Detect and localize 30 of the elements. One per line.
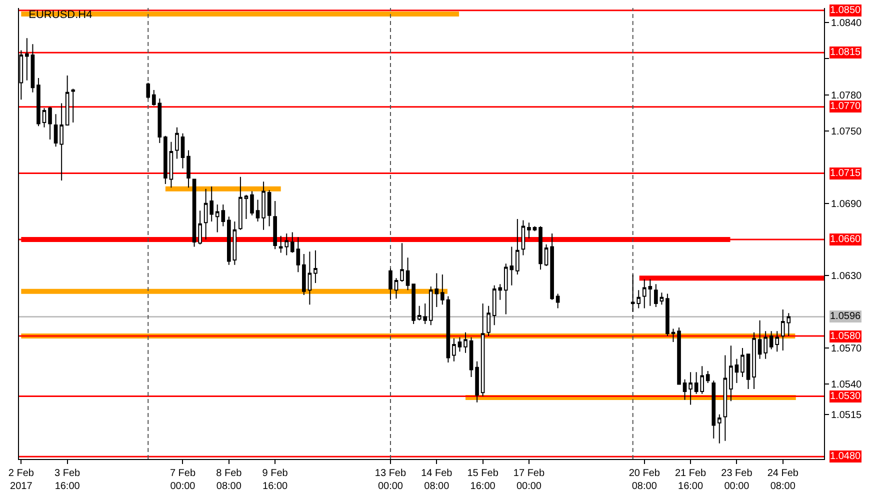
x-tick-label: 20 Feb 08:00	[628, 468, 660, 492]
x-tick-label: 3 Feb 16:00	[54, 468, 81, 492]
x-tick-label: 14 Feb 08:00	[421, 468, 453, 492]
x-tick-label: 8 Feb 08:00	[216, 468, 242, 492]
y-tick-label: 1.0780	[831, 90, 862, 102]
y-tick-label: 1.0515	[831, 410, 862, 421]
x-tick-label: 24 Feb 08:00	[767, 468, 799, 492]
y-tick-label: 1.0840	[831, 18, 862, 29]
ref-line-label: 1.0660	[830, 234, 862, 245]
x-tick-label: 23 Feb 00:00	[721, 468, 753, 492]
y-tick-label: 1.0750	[831, 126, 862, 138]
ref-line-label: 1.0850	[830, 5, 862, 16]
ref-line-label: 1.0580	[830, 331, 862, 342]
x-tick-label: 9 Feb 16:00	[262, 468, 288, 492]
y-tick-label: 1.0540	[831, 380, 862, 391]
x-tick-label: 13 Feb 00:00	[374, 468, 406, 492]
y-tick-label: 1.0570	[831, 344, 862, 355]
ref-line-label: 1.0530	[830, 391, 862, 402]
ref-line-label: 1.0596	[830, 311, 862, 322]
ref-line-label: 1.0815	[830, 47, 862, 58]
y-tick-label: 1.0690	[831, 198, 862, 210]
ref-line-label: 1.0715	[830, 168, 862, 179]
x-tick-label: 21 Feb 16:00	[674, 468, 707, 492]
ref-line-label: 1.0480	[830, 451, 862, 462]
x-tick-label: 7 Feb 00:00	[170, 468, 196, 492]
y-tick-label: 1.0630	[831, 271, 862, 282]
x-tick-label: 15 Feb 16:00	[467, 468, 499, 492]
x-tick-label: 2 Feb 2017	[8, 468, 34, 492]
x-tick-label: 17 Feb 00:00	[513, 468, 545, 492]
ref-line-label: 1.0770	[830, 101, 862, 112]
